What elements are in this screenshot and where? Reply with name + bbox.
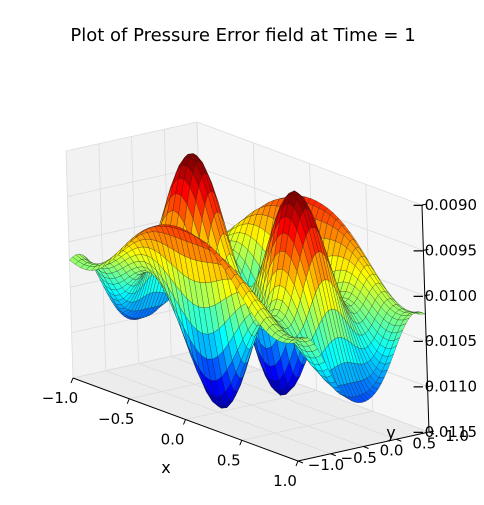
grid-line — [65, 121, 423, 206]
surface-facet — [288, 339, 299, 344]
z-axis-line — [421, 204, 430, 433]
x-tick-mark — [295, 460, 299, 467]
y-tick-label: 0.5 — [412, 434, 436, 452]
z-tick-label: −0.0115 — [412, 423, 477, 441]
y-tick-label: 0.0 — [380, 442, 404, 460]
x-tick-mark — [239, 440, 243, 446]
z-tick-mark — [421, 203, 428, 206]
x-tick-label: 0.0 — [161, 431, 185, 449]
x-tick-mark — [70, 377, 74, 384]
y-tick-mark — [330, 453, 336, 457]
x-tick-mark — [126, 398, 130, 404]
y-tick-label: −1.0 — [308, 456, 344, 474]
y-tick-mark — [396, 438, 402, 442]
x-tick-label: −1.0 — [42, 389, 78, 407]
z-tick-mark — [424, 294, 430, 297]
z-tick-mark — [428, 430, 435, 433]
z-tick-label: −0.0100 — [412, 287, 477, 305]
z-tick-label: −0.0105 — [412, 332, 477, 350]
chart-title: Plot of Pressure Error field at Time = 1 — [70, 25, 415, 46]
z-tick-mark — [423, 248, 429, 251]
z-tick-label: −0.0095 — [412, 241, 477, 259]
y-tick-label: 1.0 — [445, 427, 469, 445]
z-tick-label: −0.0090 — [412, 196, 477, 214]
x-tick-mark — [183, 419, 186, 425]
x-axis-label: x — [161, 458, 170, 477]
x-tick-label: −0.5 — [98, 410, 134, 428]
z-tick-mark — [427, 385, 433, 388]
z-tick-label: −0.0110 — [412, 378, 477, 396]
y-tick-label: −0.5 — [341, 449, 377, 467]
y-axis-label: y — [386, 423, 395, 442]
y-tick-mark — [297, 460, 304, 464]
x-tick-label: 0.5 — [217, 451, 241, 469]
z-tick-mark — [426, 339, 432, 342]
y-tick-mark — [363, 446, 369, 449]
surface-mesh — [69, 153, 426, 409]
x-tick-label: 1.0 — [273, 472, 297, 490]
tick-labels: −1.0−0.50.00.51.0−1.0−0.5 0.0 0.5 1.0−0.011… — [42, 196, 477, 490]
